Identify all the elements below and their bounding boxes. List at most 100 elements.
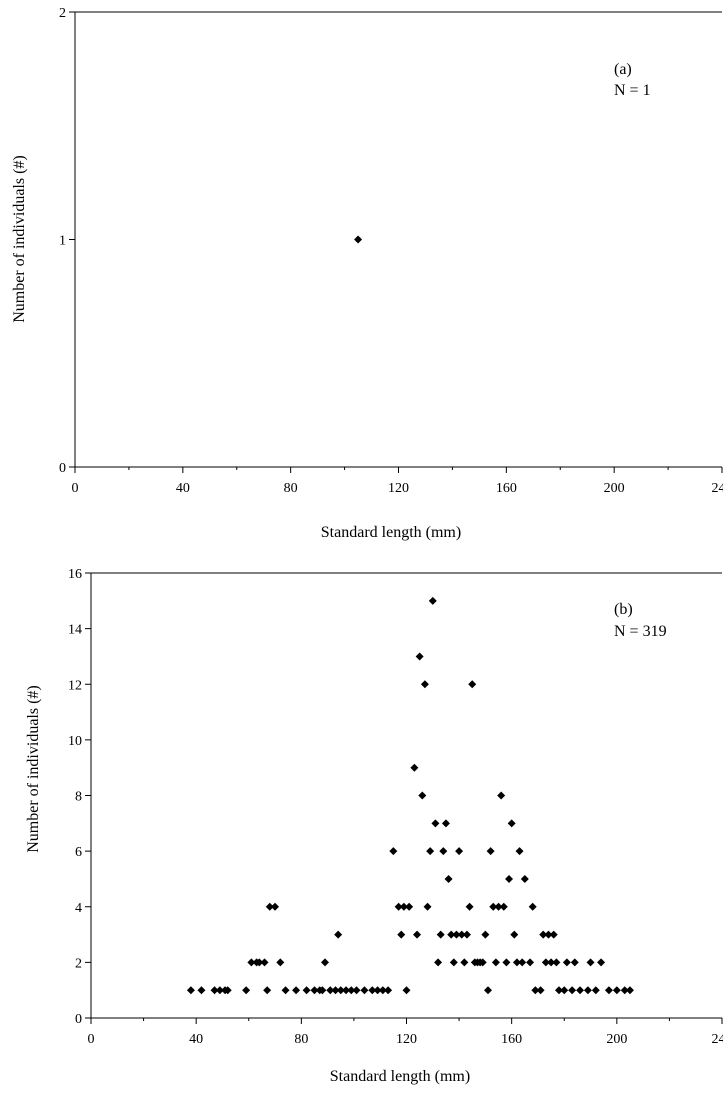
panel-b-data-point bbox=[326, 986, 335, 995]
panel-b-data-point bbox=[281, 986, 290, 995]
panel-b-data-point bbox=[410, 763, 419, 772]
panel-b-data-point bbox=[510, 930, 519, 939]
panel-b-data-point bbox=[186, 986, 195, 995]
panel-b-data-point bbox=[583, 986, 592, 995]
panel-b-x-axis-label: Standard length (mm) bbox=[330, 1068, 470, 1085]
panel-b-y-tick-label: 6 bbox=[75, 845, 82, 860]
panel-b-data-point bbox=[526, 958, 535, 967]
panel-b-data-point bbox=[604, 986, 613, 995]
panel-b-annotation-n: N = 319 bbox=[614, 623, 667, 640]
panel-b-annotation-label: (b) bbox=[614, 601, 633, 618]
panel-a-x-tick-label: 200 bbox=[604, 481, 625, 496]
panel-b-data-point bbox=[223, 986, 232, 995]
panel-a-data-point bbox=[354, 235, 363, 244]
panel-b-y-tick-label: 12 bbox=[68, 678, 82, 693]
panel-b-data-point bbox=[512, 958, 521, 967]
panel-b-data-point bbox=[560, 986, 569, 995]
panel-b-data-point bbox=[415, 652, 424, 661]
panel-b-data-point bbox=[452, 930, 461, 939]
panel-b-data-point bbox=[378, 986, 387, 995]
panel-b-data-point bbox=[536, 986, 545, 995]
panel-b-data-point bbox=[389, 847, 398, 856]
panel-a-x-axis-label: Standard length (mm) bbox=[321, 524, 461, 541]
panel-a-x-tick-label: 160 bbox=[496, 481, 517, 496]
panel-a-x-tick-label: 40 bbox=[176, 481, 190, 496]
panel-b-data-point bbox=[449, 958, 458, 967]
panel-b-y-tick-label: 10 bbox=[68, 734, 82, 749]
panel-b-data-point bbox=[352, 986, 361, 995]
panel-b-data-point bbox=[242, 986, 251, 995]
panel-b-data-point bbox=[562, 958, 571, 967]
panel-b-data-point bbox=[505, 874, 514, 883]
panel-b-data-point bbox=[276, 958, 285, 967]
panel-b-data-point bbox=[499, 902, 508, 911]
panel-b-data-point bbox=[576, 986, 585, 995]
panel-b-data-point bbox=[447, 930, 456, 939]
panel-b-data-point bbox=[360, 986, 369, 995]
panel-b-data-point bbox=[549, 930, 558, 939]
panel-b-data-point bbox=[373, 986, 382, 995]
panel-b-x-tick-label: 120 bbox=[396, 1032, 417, 1047]
panel-b-data-point bbox=[431, 819, 440, 828]
panel-b-data-point bbox=[302, 986, 311, 995]
panel-b-data-point bbox=[215, 986, 224, 995]
panel-b-y-tick-label: 0 bbox=[75, 1012, 82, 1027]
panel-b-x-tick-label: 160 bbox=[501, 1032, 522, 1047]
panel-a-y-tick-label: 1 bbox=[59, 234, 66, 249]
panel-a-x-tick-label: 240 bbox=[712, 481, 723, 496]
panel-b-data-point bbox=[334, 930, 343, 939]
panel-b-y-tick-label: 14 bbox=[68, 623, 82, 638]
panel-b-data-point bbox=[591, 986, 600, 995]
panel-a-x-tick-label: 0 bbox=[72, 481, 79, 496]
panel-b-data-point bbox=[497, 791, 506, 800]
panel-b-data-point bbox=[544, 930, 553, 939]
panel-b-data-point bbox=[491, 958, 500, 967]
panel-b-data-point bbox=[484, 986, 493, 995]
panel-b-data-point bbox=[518, 958, 527, 967]
panel-b-data-point bbox=[541, 958, 550, 967]
panel-b-data-point bbox=[428, 596, 437, 605]
panel-b-data-point bbox=[413, 930, 422, 939]
panel-b-data-point bbox=[394, 902, 403, 911]
panel-b-data-point bbox=[444, 874, 453, 883]
panel-b-data-point bbox=[531, 986, 540, 995]
panel-b-data-point bbox=[612, 986, 621, 995]
panel-a-y-tick-label: 0 bbox=[59, 461, 66, 476]
panel-b-data-point bbox=[468, 680, 477, 689]
panel-b-data-point bbox=[460, 958, 469, 967]
panel-b-data-point bbox=[528, 902, 537, 911]
panel-b-data-point bbox=[481, 930, 490, 939]
panel-b-data-point bbox=[455, 847, 464, 856]
panel-b-data-point bbox=[260, 958, 269, 967]
panel-a-annotation-label: (a) bbox=[614, 61, 632, 78]
panel-b-y-tick-label: 2 bbox=[75, 956, 82, 971]
panel-a-annotation-n: N = 1 bbox=[614, 82, 651, 99]
panel-b-data-point bbox=[507, 819, 516, 828]
panel-b-data-point bbox=[320, 958, 329, 967]
panel-b-data-point bbox=[397, 930, 406, 939]
panel-b-data-point bbox=[586, 958, 595, 967]
panel-b-data-point bbox=[570, 958, 579, 967]
panel-b-data-point bbox=[462, 930, 471, 939]
panel-b-data-point bbox=[399, 902, 408, 911]
panel-b-data-point bbox=[423, 902, 432, 911]
panel-b-x-tick-label: 80 bbox=[294, 1032, 308, 1047]
panel-b-data-point bbox=[420, 680, 429, 689]
panel-b-data-point bbox=[465, 902, 474, 911]
panel-b-data-point bbox=[547, 958, 556, 967]
panel-b-data-point bbox=[441, 819, 450, 828]
panel-b-data-point bbox=[436, 930, 445, 939]
panel-b-y-tick-label: 4 bbox=[75, 901, 82, 916]
panel-b-data-point bbox=[210, 986, 219, 995]
panel-b-data-point bbox=[197, 986, 206, 995]
panel-b-data-point bbox=[426, 847, 435, 856]
panel-b-data-point bbox=[405, 902, 414, 911]
panel-b-data-point bbox=[347, 986, 356, 995]
panel-b-data-point bbox=[265, 902, 274, 911]
panel-b-x-tick-label: 40 bbox=[189, 1032, 203, 1047]
panel-b-x-tick-label: 0 bbox=[88, 1032, 95, 1047]
panel-b-data-point bbox=[292, 986, 301, 995]
panel-a-x-tick-label: 80 bbox=[284, 481, 298, 496]
panel-b-data-point bbox=[552, 958, 561, 967]
